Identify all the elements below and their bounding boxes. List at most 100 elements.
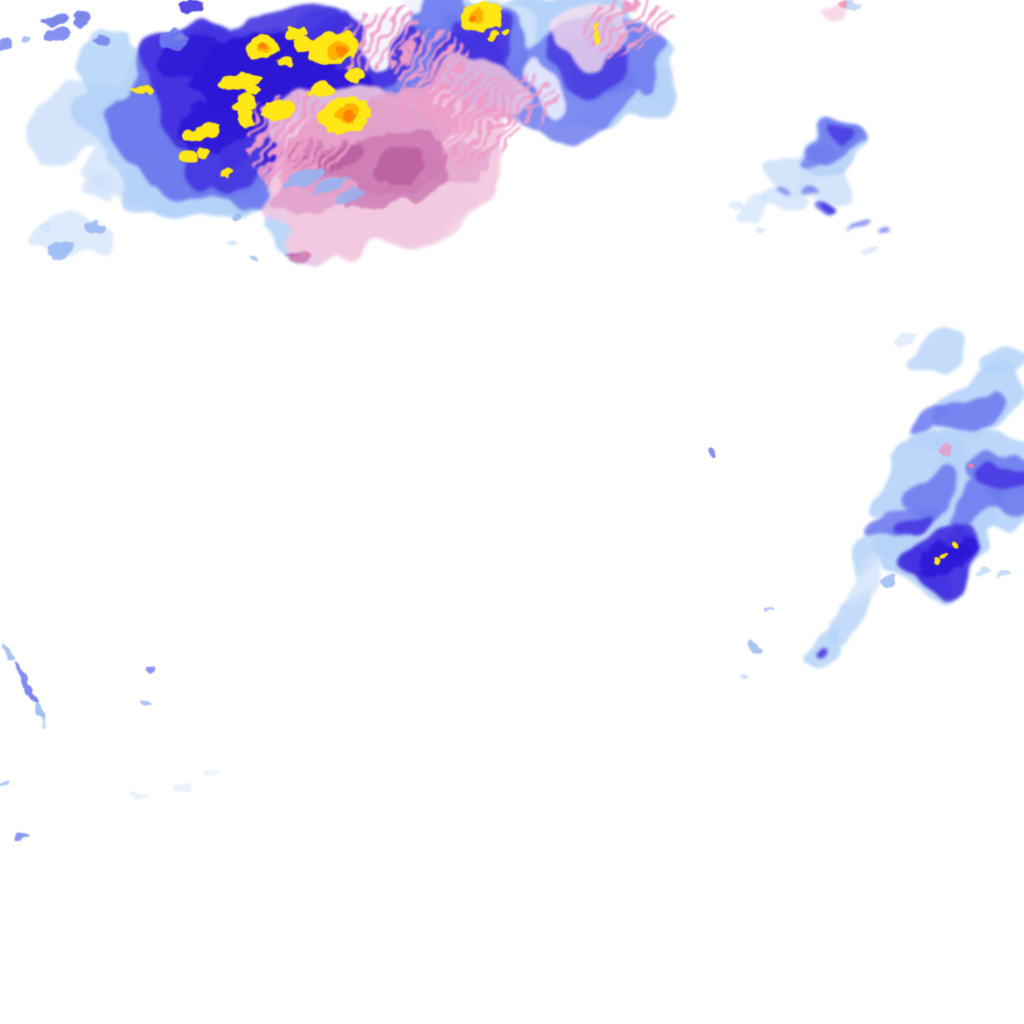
radar-cell	[330, 233, 360, 251]
radar-cell	[232, 94, 256, 114]
radar-cell	[170, 785, 194, 791]
radar-cell	[844, 1, 860, 11]
radar-cell	[232, 214, 242, 222]
radar-cell	[145, 664, 155, 672]
radar-cell	[73, 10, 89, 26]
radar-cell	[815, 153, 835, 167]
radar-cell	[286, 27, 306, 39]
radar-cell	[939, 552, 949, 560]
radar-cell	[976, 567, 990, 577]
radar-cell	[808, 638, 828, 654]
radar-cell	[969, 461, 977, 467]
radar-cell	[41, 13, 69, 27]
radar-cell	[178, 0, 202, 14]
layer-yellow	[51, 3, 958, 565]
radar-cell	[258, 43, 266, 49]
radar-cell	[580, 0, 670, 54]
radar-cell	[345, 69, 365, 81]
radar-cell	[286, 252, 296, 260]
radar-cell	[132, 792, 148, 798]
radar-cell	[710, 449, 716, 457]
radar-cell	[832, 136, 848, 150]
radar-cell	[375, 150, 425, 180]
radar-cell	[343, 111, 357, 121]
radar-cell	[179, 150, 197, 164]
precipitation-layers	[0, 0, 1024, 840]
radar-cell	[896, 519, 924, 541]
layer-lightdash	[284, 1, 860, 205]
radar-cell	[594, 30, 600, 46]
radar-cell	[197, 150, 209, 158]
radar-cell	[940, 444, 950, 456]
radar-cell	[40, 716, 48, 728]
radar-cell	[846, 223, 866, 233]
radar-cell	[129, 85, 153, 95]
radar-cell	[182, 128, 202, 142]
radar-cell	[290, 224, 330, 246]
radar-cell	[284, 168, 326, 188]
radar-cell	[740, 673, 750, 679]
radar-cell	[980, 464, 1020, 496]
radar-cell	[782, 193, 798, 203]
radar-cell	[262, 99, 294, 121]
radar-cell	[846, 535, 914, 585]
radar-cell	[906, 331, 964, 369]
radar-cell	[46, 241, 74, 259]
radar-cell	[841, 129, 865, 151]
radar-cell	[312, 176, 348, 194]
radar-cell	[200, 769, 220, 775]
radar-cell	[21, 37, 31, 43]
layer-specks	[0, 0, 1010, 840]
radar-cell	[2, 643, 14, 661]
radar-cell	[927, 409, 963, 441]
radar-cell	[488, 31, 500, 41]
radar-cell	[141, 700, 149, 706]
radar-cell	[763, 606, 773, 612]
radar-cell	[277, 57, 293, 67]
radar-cell	[45, 27, 71, 43]
radar-cell	[490, 3, 504, 11]
radar-cell	[944, 390, 1006, 440]
radar-cell	[765, 191, 815, 219]
radar-cell	[810, 184, 834, 196]
radar-cell	[395, 61, 485, 119]
radar-cell	[236, 108, 254, 128]
radar-cell	[336, 48, 348, 56]
radar-cell	[336, 187, 364, 205]
radar-cell	[740, 206, 776, 224]
radar-cell	[67, 174, 103, 192]
radar-cell	[310, 81, 334, 99]
radar-cell	[754, 227, 766, 233]
radar-cell	[228, 240, 236, 246]
radar-cell	[0, 39, 13, 51]
radar-cell	[93, 34, 111, 46]
radar-cell	[0, 782, 11, 788]
radar-cell	[996, 568, 1010, 578]
radar-cell	[933, 555, 939, 565]
radar-cell	[244, 85, 260, 95]
radar-cell	[37, 223, 53, 233]
radar-cell	[727, 200, 743, 210]
radar-cell	[221, 169, 233, 179]
radar-cell	[840, 1, 846, 7]
radar-cell	[748, 643, 760, 653]
radar-cell	[13, 661, 27, 683]
radar-cell	[593, 22, 599, 30]
radar-cell	[22, 679, 38, 705]
radar-cell	[862, 245, 878, 255]
radar-cell	[893, 333, 917, 347]
radar-cell	[880, 576, 896, 588]
radar-cell	[501, 27, 509, 33]
radar-cell	[158, 29, 188, 51]
radar-cell	[480, 74, 560, 126]
radar-cell	[15, 832, 29, 840]
radar-cell	[947, 490, 1003, 530]
radar-cell	[893, 471, 957, 519]
radar-cell	[85, 222, 105, 234]
radar-cell	[467, 14, 477, 22]
radar-cell	[952, 541, 958, 549]
radar-cell	[249, 256, 257, 262]
layer-orange	[258, 14, 477, 121]
